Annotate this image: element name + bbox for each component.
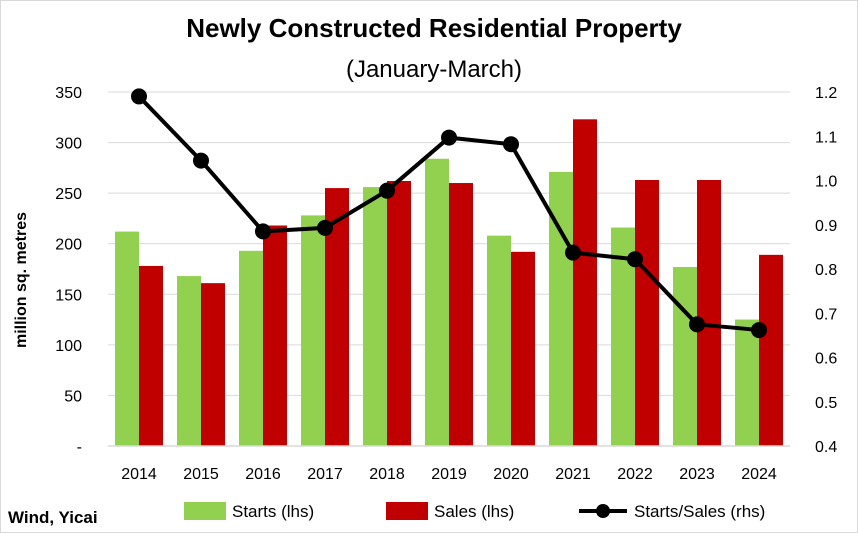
y-left-tick-label: 250: [55, 186, 82, 203]
legend-label-sales: Sales (lhs): [434, 502, 514, 521]
y-right-tick-label: 1.1: [815, 129, 837, 146]
x-tick-label: 2018: [369, 466, 405, 483]
y-right-tick-label: 1.0: [815, 174, 837, 191]
starts-bar: [177, 276, 201, 446]
x-tick-label: 2024: [741, 466, 777, 483]
tick-labels: - 50 100 150 200 250 300 350 0.4 0.5 0.6 0.7 0.8 0.9 1…: [55, 85, 837, 483]
starts-bar: [735, 319, 759, 446]
y-right-tick-label: 0.8: [815, 262, 837, 279]
legend-swatch-ratio-marker: [596, 504, 610, 518]
x-tick-label: 2017: [307, 466, 343, 483]
sales-bar: [263, 225, 287, 446]
y-right-tick-label: 0.5: [815, 395, 837, 412]
ratio-point: [503, 136, 519, 153]
sales-bar: [201, 283, 225, 446]
legend-label-ratio: Starts/Sales (rhs): [634, 502, 765, 521]
legend-swatch-sales: [386, 502, 428, 520]
legend-swatch-starts: [184, 502, 226, 520]
x-tick-label: 2016: [245, 466, 281, 483]
x-tick-label: 2022: [617, 466, 653, 483]
sales-bar: [511, 251, 535, 446]
ratio-point: [255, 223, 271, 240]
sales-bar: [635, 179, 659, 446]
legend: Starts (lhs) Sales (lhs) Starts/Sales (rhs…: [184, 502, 765, 521]
bars: [115, 119, 783, 447]
starts-bar: [115, 231, 139, 446]
sales-bar: [139, 265, 163, 446]
y-right-tick-label: 0.4: [815, 439, 837, 456]
sales-bar: [759, 254, 783, 446]
y-left-tick-label: 50: [64, 388, 82, 405]
ratio-point: [565, 244, 581, 261]
starts-bar: [673, 266, 697, 446]
x-tick-label: 2021: [555, 466, 591, 483]
ratio-point: [193, 152, 209, 169]
x-tick-label: 2019: [431, 466, 467, 483]
starts-bar: [425, 158, 449, 447]
y-left-tick-label: 350: [55, 85, 82, 102]
sales-bar: [697, 179, 721, 446]
starts-bar: [363, 187, 387, 446]
ratio-point: [627, 251, 643, 268]
y-right-tick-label: 0.6: [815, 351, 837, 368]
starts-bar: [301, 215, 325, 446]
sales-bar: [573, 119, 597, 447]
x-tick-label: 2015: [183, 466, 219, 483]
y-right-tick-label: 0.7: [815, 306, 837, 323]
sales-bar: [387, 181, 411, 446]
starts-bar: [239, 250, 263, 446]
chart-title: Newly Constructed Residential Property: [186, 13, 682, 43]
ratio-point: [441, 129, 457, 146]
sales-bar: [449, 183, 473, 446]
y-left-tick-label: 100: [55, 338, 82, 355]
source-note: Wind, Yicai: [8, 508, 98, 527]
ratio-point: [379, 182, 395, 199]
y-left-tick-label: 300: [55, 136, 82, 153]
legend-label-starts: Starts (lhs): [232, 502, 314, 521]
ratio-line: [131, 88, 767, 339]
chart-subtitle: (January-March): [346, 56, 522, 83]
ratio-point: [689, 316, 705, 333]
x-tick-label: 2020: [493, 466, 529, 483]
y-right-tick-label: 0.9: [815, 218, 837, 235]
y-left-tick-label: 200: [55, 237, 82, 254]
ratio-point: [317, 219, 333, 236]
y-axis-label: million sq. metres: [13, 212, 30, 348]
starts-bar: [487, 235, 511, 446]
x-tick-label: 2014: [121, 466, 157, 483]
x-tick-label: 2023: [679, 466, 715, 483]
ratio-point: [751, 322, 767, 339]
ratio-point: [131, 88, 147, 105]
y-left-tick-label: -: [77, 439, 82, 456]
y-right-tick-label: 1.2: [815, 85, 837, 102]
y-left-tick-label: 150: [55, 287, 82, 304]
